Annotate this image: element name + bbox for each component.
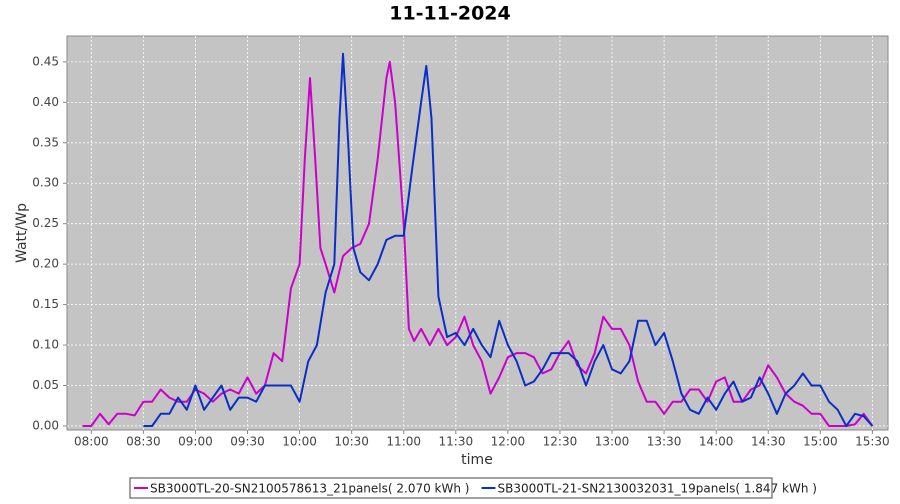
x-tick-label: 08:00	[74, 435, 109, 449]
x-axis-label: time	[461, 452, 493, 468]
y-tick-label: 0.30	[32, 176, 59, 190]
plot-area	[66, 35, 889, 431]
x-tick-label: 15:30	[855, 435, 890, 449]
x-tick-label: 08:30	[126, 435, 161, 449]
y-tick-label: 0.05	[32, 378, 59, 392]
series-line	[143, 52, 874, 427]
x-tick-label: 13:30	[647, 435, 682, 449]
y-tick-label: 0.10	[32, 338, 59, 352]
y-tick-label: 0.35	[32, 135, 59, 149]
x-tick-label: 09:00	[178, 435, 213, 449]
x-tick-label: 12:30	[543, 435, 578, 449]
y-tick-label: 0.20	[32, 257, 59, 271]
x-tick-label: 14:30	[751, 435, 786, 449]
x-tick-label: 10:30	[334, 435, 369, 449]
x-tick-label: 10:00	[282, 435, 317, 449]
y-tick-label: 0.40	[32, 95, 59, 109]
legend	[129, 477, 773, 499]
x-tick-label: 11:30	[439, 435, 474, 449]
series-line	[82, 60, 874, 427]
x-tick-label: 11:00	[386, 435, 421, 449]
x-tick-label: 09:30	[230, 435, 265, 449]
legend-label: SB3000TL-21-SN2130032031_19panels( 1.847…	[497, 482, 816, 496]
y-tick-label: 0.25	[32, 216, 59, 230]
x-tick-label: 13:00	[595, 435, 630, 449]
legend-label: SB3000TL-20-SN2100578613_21panels( 2.070…	[150, 482, 469, 496]
y-tick-label: 0.45	[32, 54, 59, 68]
y-axis-label: Watt/Wp	[14, 203, 30, 263]
chart-title: 11-11-2024	[389, 3, 511, 25]
x-tick-label: 14:00	[699, 435, 734, 449]
x-tick-label: 12:00	[491, 435, 526, 449]
y-tick-label: 0.15	[32, 297, 59, 311]
y-tick-label: 0.00	[32, 418, 59, 432]
x-tick-label: 15:00	[803, 435, 838, 449]
